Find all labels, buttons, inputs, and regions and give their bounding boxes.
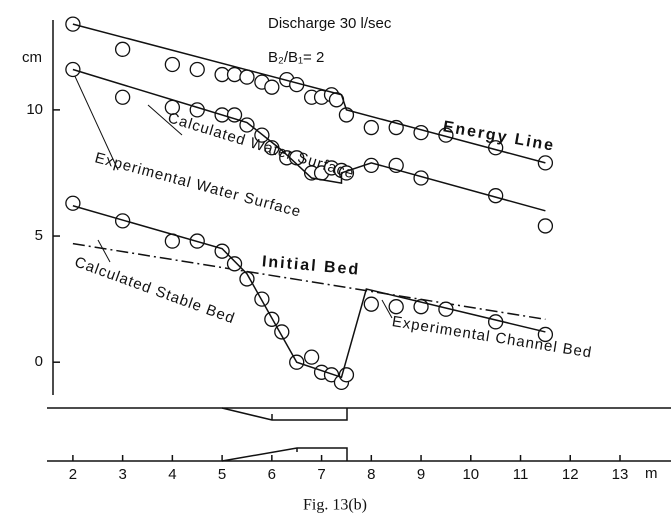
annotation: Calculated Stable Bed [72, 254, 237, 328]
x-tick-label: 6 [268, 466, 276, 483]
x-tick-label: 2 [69, 466, 77, 483]
data-point [226, 66, 243, 83]
data-point [239, 69, 255, 85]
y-tick-label: 10 [26, 101, 43, 118]
x-tick-label: 8 [367, 466, 375, 483]
x-axis-label: m [645, 465, 658, 482]
x-tick-label: 9 [417, 466, 425, 483]
line [72, 23, 546, 164]
x-tick-label: 7 [317, 466, 325, 483]
data-point [239, 271, 255, 287]
data-point [189, 61, 205, 78]
data-point [363, 157, 379, 174]
leaders [72, 71, 393, 319]
x-tick-label: 13 [612, 466, 629, 483]
annotation: Experimental Water Surface [93, 149, 303, 221]
line [72, 205, 546, 379]
y-tick-label: 5 [35, 227, 43, 244]
caption: Fig. 13(b) [303, 497, 367, 514]
x-tick-label: 10 [462, 466, 479, 483]
line [72, 242, 546, 321]
data-point [65, 195, 81, 211]
y-tick-label: 0 [35, 353, 43, 370]
x-tick-label: 4 [168, 466, 176, 483]
x-tick-label: 5 [218, 466, 226, 483]
data-point [264, 79, 280, 95]
data-point [114, 41, 131, 57]
plan-sketch [47, 407, 671, 462]
data-point [114, 213, 131, 229]
data-point [226, 256, 243, 272]
data-point [363, 119, 379, 136]
x-tick-label: 11 [513, 466, 529, 483]
annotation: Initial Bed [261, 253, 361, 279]
x-tick-label: 3 [118, 466, 126, 483]
subtitle: B₂/B₁= 2 [268, 49, 324, 66]
data-point [388, 299, 404, 315]
data-point [239, 117, 255, 133]
line [72, 68, 546, 212]
y-axis-label: cm [22, 49, 42, 66]
data-point [537, 218, 554, 234]
data-point [189, 102, 205, 118]
data-point [114, 89, 131, 105]
data-point [363, 296, 379, 312]
data-point [164, 56, 181, 73]
chart-title: Discharge 30 l/sec [268, 15, 392, 32]
x-tick-label: 12 [562, 466, 579, 483]
data-point [303, 349, 320, 365]
annotation: Calculated Water Surface [166, 109, 357, 182]
data-point [214, 243, 230, 259]
